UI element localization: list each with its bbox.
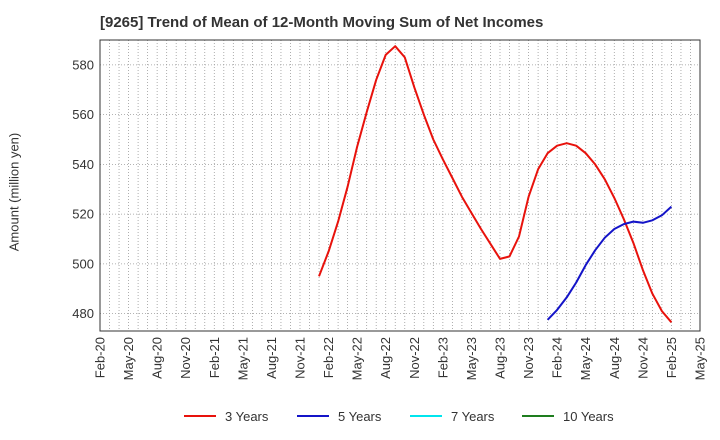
x-tick-label: Feb-22 (321, 337, 336, 378)
x-tick-label: Aug-24 (607, 337, 622, 379)
legend: 3 Years 5 Years 7 Years 10 Years (0, 406, 720, 426)
series-line-5-years (546, 205, 673, 321)
x-tick-label: Nov-22 (407, 337, 422, 379)
y-tick-label: 480 (72, 306, 94, 321)
legend-label: 5 Years (338, 408, 382, 424)
x-tick-label: Nov-24 (635, 337, 650, 379)
legend-item: 3 Years (184, 406, 268, 426)
x-tick-label: May-23 (464, 337, 479, 380)
y-tick-label: 540 (72, 157, 94, 172)
x-tick-label: Feb-24 (550, 337, 565, 378)
x-tick-label: Aug-20 (150, 337, 165, 379)
legend-item: 7 Years (410, 406, 494, 426)
x-tick-label: May-20 (121, 337, 136, 380)
x-tick-label: Aug-22 (378, 337, 393, 379)
x-tick-label: Nov-23 (521, 337, 536, 379)
y-tick-label: 560 (72, 107, 94, 122)
legend-swatch (297, 415, 329, 417)
legend-swatch (522, 415, 554, 417)
x-tick-label: May-24 (578, 337, 593, 380)
x-tick-label: Aug-21 (264, 337, 279, 379)
x-tick-label: May-25 (693, 337, 708, 380)
legend-swatch (410, 415, 442, 417)
chart-title: [9265] Trend of Mean of 12-Month Moving … (100, 14, 544, 31)
x-tick-label: Feb-23 (435, 337, 450, 378)
y-tick-label: 520 (72, 207, 94, 222)
legend-label: 7 Years (451, 408, 495, 424)
x-tick-label: May-21 (235, 337, 250, 380)
x-tick-label: Feb-25 (664, 337, 679, 378)
x-tick-label: Nov-21 (293, 337, 308, 379)
plot-area-border (99, 39, 701, 332)
series-line-3-years (318, 45, 673, 323)
x-tick-label: Nov-20 (178, 337, 193, 379)
y-tick-label: 580 (72, 57, 94, 72)
x-tick-label: May-22 (350, 337, 365, 380)
x-tick-label: Feb-21 (207, 337, 222, 378)
legend-label: 3 Years (225, 408, 269, 424)
legend-item: 5 Years (297, 406, 381, 426)
y-tick-label: 500 (72, 256, 94, 271)
legend-label: 10 Years (563, 408, 614, 424)
x-tick-label: Aug-23 (493, 337, 508, 379)
legend-item: 10 Years (522, 406, 614, 426)
x-tick-label: Feb-20 (93, 337, 108, 378)
legend-swatch (184, 415, 216, 417)
